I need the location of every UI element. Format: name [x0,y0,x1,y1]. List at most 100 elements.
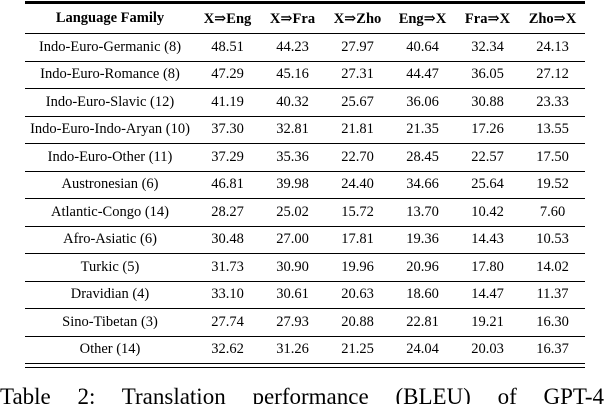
bleu-value-cell: 31.73 [195,253,260,282]
bleu-value-cell: 25.02 [260,198,325,227]
bleu-value-cell: 30.88 [455,88,520,117]
bleu-value-cell: 15.72 [325,198,390,227]
bleu-value-cell: 27.74 [195,308,260,337]
bleu-value-cell: 28.45 [390,143,455,172]
bleu-value-cell: 16.37 [520,336,585,364]
bleu-value-cell: 20.03 [455,336,520,364]
bleu-value-cell: 17.50 [520,143,585,172]
column-header: X⇒Fra [260,2,325,34]
table-row: Turkic (5) 31.73 30.90 19.96 20.96 17.80 14.02 [25,253,585,282]
bleu-value-cell: 10.53 [520,226,585,254]
bleu-value-cell: 14.47 [455,281,520,309]
bleu-value-cell: 13.55 [520,116,585,144]
table-row: Sino-Tibetan (3) 27.74 27.93 20.88 22.81 19.2… [25,308,585,337]
bleu-value-cell: 20.63 [325,281,390,309]
bleu-value-cell: 36.05 [455,61,520,89]
bleu-value-cell: 14.43 [455,226,520,254]
bleu-value-cell: 41.19 [195,88,260,117]
bleu-value-cell: 32.62 [195,336,260,364]
bleu-value-cell: 18.60 [390,281,455,309]
column-header-language-family: Language Family [25,2,195,34]
bleu-value-cell: 44.47 [390,61,455,89]
bleu-value-cell: 30.48 [195,226,260,254]
bleu-value-cell: 21.35 [390,116,455,144]
header-row: Language Family X⇒Eng X⇒Fra X⇒Zho Eng⇒X Fra⇒X… [25,2,585,34]
bleu-value-cell: 24.13 [520,33,585,62]
bleu-value-cell: 25.64 [455,171,520,199]
bleu-value-cell: 22.70 [325,143,390,172]
table-caption: Table 2: Translation performance (BLEU) … [0,384,604,404]
bleu-value-cell: 19.96 [325,253,390,282]
bleu-value-cell: 19.52 [520,171,585,199]
bleu-value-cell: 21.81 [325,116,390,144]
table-row: Other (14) 32.62 31.26 21.25 24.04 20.03 16.37 [25,336,585,364]
bleu-value-cell: 46.81 [195,171,260,199]
bleu-value-cell: 30.61 [260,281,325,309]
bleu-value-cell: 22.81 [390,308,455,337]
bleu-value-cell: 48.51 [195,33,260,62]
bleu-value-cell: 27.12 [520,61,585,89]
bleu-value-cell: 40.32 [260,88,325,117]
bleu-value-cell: 20.88 [325,308,390,337]
table-row: Indo-Euro-Germanic (8) 48.51 44.23 27.97 40.… [25,33,585,62]
translation-table-container: Language Family X⇒Eng X⇒Fra X⇒Zho Eng⇒X Fra⇒X… [25,1,585,368]
table-header: Language Family X⇒Eng X⇒Fra X⇒Zho Eng⇒X Fra⇒X… [25,2,585,34]
language-family-cell: Atlantic-Congo (14) [25,198,195,227]
language-family-cell: Afro-Asiatic (6) [25,226,195,254]
language-family-cell: Turkic (5) [25,253,195,282]
bleu-value-cell: 40.64 [390,33,455,62]
bleu-value-cell: 31.26 [260,336,325,364]
bleu-value-cell: 27.97 [325,33,390,62]
bleu-value-cell: 14.02 [520,253,585,282]
bleu-value-cell: 36.06 [390,88,455,117]
table-row: Atlantic-Congo (14) 28.27 25.02 15.72 13.70 1… [25,198,585,227]
column-header: X⇒Eng [195,2,260,34]
table-row: Indo-Euro-Indo-Aryan (10) 37.30 32.81 21.81… [25,116,585,144]
bleu-value-cell: 33.10 [195,281,260,309]
bleu-value-cell: 27.93 [260,308,325,337]
language-family-cell: Other (14) [25,336,195,364]
language-family-cell: Indo-Euro-Other (11) [25,143,195,172]
bleu-value-cell: 25.67 [325,88,390,117]
bleu-value-cell: 17.81 [325,226,390,254]
bleu-value-cell: 37.30 [195,116,260,144]
bleu-value-cell: 21.25 [325,336,390,364]
bleu-value-cell: 27.00 [260,226,325,254]
table-body: Indo-Euro-Germanic (8) 48.51 44.23 27.97 40.… [25,33,585,364]
translation-performance-table: Language Family X⇒Eng X⇒Fra X⇒Zho Eng⇒X Fra⇒X… [25,1,585,364]
column-header: Zho⇒X [520,2,585,34]
bleu-value-cell: 44.23 [260,33,325,62]
bleu-value-cell: 17.80 [455,253,520,282]
bleu-value-cell: 32.81 [260,116,325,144]
bleu-value-cell: 30.90 [260,253,325,282]
bleu-value-cell: 39.98 [260,171,325,199]
language-family-cell: Indo-Euro-Romance (8) [25,61,195,89]
table-bottom-rule [25,366,585,368]
table-row: Indo-Euro-Romance (8) 47.29 45.16 27.31 44.4… [25,61,585,89]
bleu-value-cell: 22.57 [455,143,520,172]
column-header: X⇒Zho [325,2,390,34]
language-family-cell: Indo-Euro-Indo-Aryan (10) [25,116,195,144]
bleu-value-cell: 23.33 [520,88,585,117]
language-family-cell: Austronesian (6) [25,171,195,199]
bleu-value-cell: 20.96 [390,253,455,282]
table-row: Indo-Euro-Slavic (12) 41.19 40.32 25.67 36.0… [25,88,585,117]
table-row: Dravidian (4) 33.10 30.61 20.63 18.60 14.47 11… [25,281,585,309]
bleu-value-cell: 19.21 [455,308,520,337]
bleu-value-cell: 32.34 [455,33,520,62]
bleu-value-cell: 19.36 [390,226,455,254]
bleu-value-cell: 45.16 [260,61,325,89]
column-header: Eng⇒X [390,2,455,34]
bleu-value-cell: 47.29 [195,61,260,89]
bleu-value-cell: 28.27 [195,198,260,227]
bleu-value-cell: 35.36 [260,143,325,172]
bleu-value-cell: 11.37 [520,281,585,309]
bleu-value-cell: 24.04 [390,336,455,364]
bleu-value-cell: 17.26 [455,116,520,144]
table-row: Indo-Euro-Other (11) 37.29 35.36 22.70 28.45… [25,143,585,172]
language-family-cell: Sino-Tibetan (3) [25,308,195,337]
bleu-value-cell: 37.29 [195,143,260,172]
bleu-value-cell: 7.60 [520,198,585,227]
bleu-value-cell: 34.66 [390,171,455,199]
